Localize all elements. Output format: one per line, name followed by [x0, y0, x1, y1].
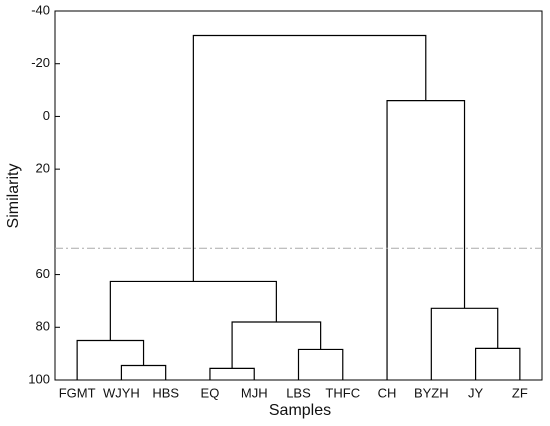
x-tick-label: EQ: [201, 385, 220, 400]
y-axis-title: Similarity: [5, 164, 22, 229]
dendrogram-link: [120, 364, 167, 380]
dendrogram-link: [76, 339, 145, 380]
dendrogram-link: [209, 367, 255, 380]
dendrogram-link: [231, 321, 322, 369]
y-tick-label: -20: [31, 55, 50, 70]
y-tick-label: 0: [43, 108, 50, 123]
dendrogram-link: [386, 100, 466, 380]
x-tick-label: CH: [378, 385, 397, 400]
x-axis-title: Samples: [269, 402, 331, 419]
dendrogram-link: [109, 280, 277, 341]
dendrogram-link: [430, 307, 499, 380]
dendrogram-link: [474, 347, 521, 380]
x-tick-label: BYZH: [414, 385, 449, 400]
plot-frame: [54, 10, 543, 381]
x-tick-label: MJH: [241, 385, 268, 400]
x-tick-label: LBS: [286, 385, 311, 400]
x-tick-label: WJYH: [103, 385, 140, 400]
x-tick-label: THFC: [325, 385, 360, 400]
y-tick-label: 20: [36, 161, 50, 176]
x-tick-label: HBS: [152, 385, 179, 400]
x-tick-label: JY: [468, 385, 484, 400]
y-tick-label: 100: [28, 371, 50, 386]
dendrogram-link: [192, 34, 427, 282]
y-tick-label: 60: [36, 266, 50, 281]
dendrogram-link: [297, 348, 344, 380]
y-tick-label: -40: [31, 2, 50, 17]
x-tick-label: FGMT: [59, 385, 96, 400]
y-tick-label: 80: [36, 319, 50, 334]
x-tick-label: ZF: [512, 385, 528, 400]
